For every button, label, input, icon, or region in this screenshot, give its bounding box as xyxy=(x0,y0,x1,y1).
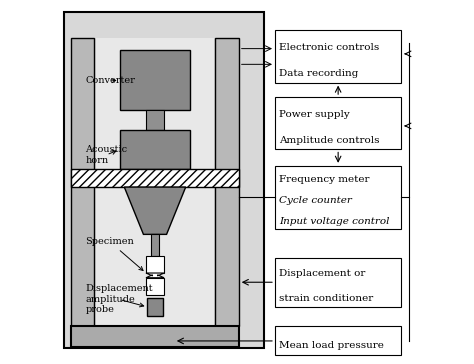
Bar xyxy=(71,327,239,348)
Polygon shape xyxy=(124,187,186,234)
Text: Input voltage control: Input voltage control xyxy=(279,217,390,226)
Text: Displacement
amplitude
probe: Displacement amplitude probe xyxy=(85,285,153,314)
Bar xyxy=(146,278,164,295)
Bar xyxy=(64,12,264,348)
Text: Electronic controls: Electronic controls xyxy=(279,43,380,52)
Bar xyxy=(71,169,239,187)
Bar xyxy=(275,97,401,150)
Bar xyxy=(146,256,164,273)
Text: strain conditioner: strain conditioner xyxy=(279,294,374,302)
Text: Specimen: Specimen xyxy=(85,237,143,270)
Text: Cycle counter: Cycle counter xyxy=(279,196,352,205)
Text: Power supply: Power supply xyxy=(279,110,350,119)
Bar xyxy=(119,130,190,169)
Bar xyxy=(96,37,213,327)
Text: Amplitude controls: Amplitude controls xyxy=(279,136,380,145)
Text: Displacement or: Displacement or xyxy=(279,269,365,278)
Text: Acoustic
horn: Acoustic horn xyxy=(85,145,128,165)
Bar xyxy=(151,234,159,256)
Text: Converter: Converter xyxy=(85,76,135,85)
Bar xyxy=(275,30,401,83)
Text: Mean load pressure: Mean load pressure xyxy=(279,341,384,350)
Polygon shape xyxy=(146,273,164,278)
Bar xyxy=(147,298,163,316)
Text: Data recording: Data recording xyxy=(279,69,359,78)
Bar xyxy=(71,37,94,327)
Bar xyxy=(146,110,164,130)
Bar xyxy=(275,166,401,229)
Bar xyxy=(275,258,401,306)
Bar xyxy=(119,50,190,110)
Bar xyxy=(215,37,239,327)
Text: Frequency meter: Frequency meter xyxy=(279,175,370,184)
Bar xyxy=(275,327,401,355)
